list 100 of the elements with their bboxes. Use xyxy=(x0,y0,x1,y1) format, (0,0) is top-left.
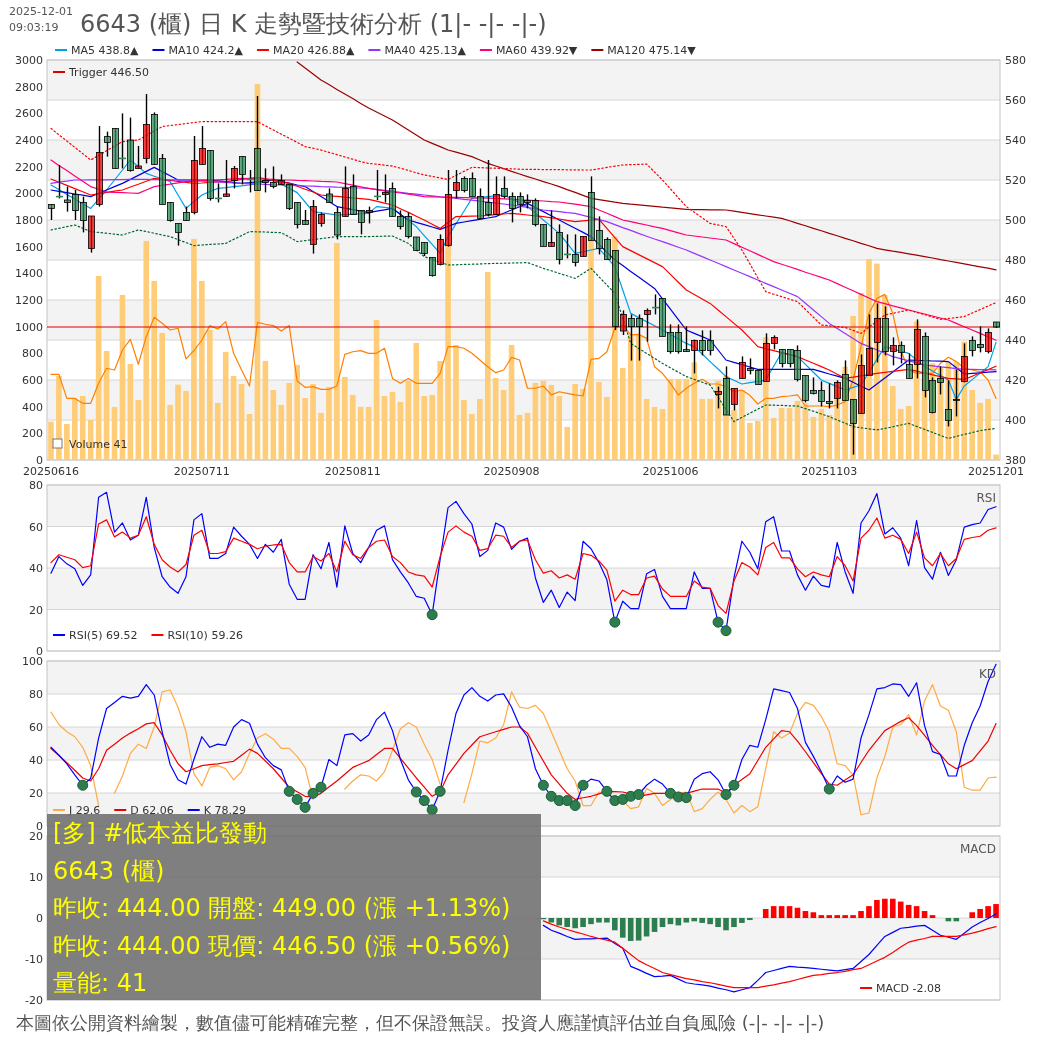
y-tick-label: 1200 xyxy=(15,294,43,307)
bar xyxy=(627,918,634,941)
bar xyxy=(834,915,840,918)
y-tick-label: 400 xyxy=(22,400,43,414)
bar xyxy=(889,386,896,460)
bar xyxy=(929,915,936,918)
y-tick-label: 600 xyxy=(22,374,43,387)
bar xyxy=(866,906,872,918)
bar xyxy=(889,898,896,918)
bar xyxy=(564,918,570,928)
point xyxy=(664,787,676,799)
bar xyxy=(48,421,54,460)
point xyxy=(77,779,89,791)
annotation: 昨收: 444.00 現價: 446.50 (漲 +0.56%) xyxy=(53,931,511,960)
y-tick-label: 0 xyxy=(36,645,43,658)
legend-label: MA40 425.13▲ xyxy=(384,44,467,57)
bar xyxy=(64,424,70,460)
point xyxy=(410,786,422,798)
text: 本圖依公開資料繪製，數值儘可能精確完整，但不保證無誤。投資人應謹慎評估並自負風險 (-|- -|- -|-) xyxy=(16,1012,825,1033)
bar xyxy=(731,410,737,460)
bar xyxy=(580,388,586,460)
bar xyxy=(461,400,467,460)
bar xyxy=(310,384,316,460)
y2-tick-label: 480 xyxy=(1005,254,1026,267)
bar xyxy=(802,911,809,918)
bar xyxy=(556,918,563,926)
bar xyxy=(826,915,833,918)
bar xyxy=(993,904,999,918)
bar xyxy=(770,906,777,918)
bar xyxy=(596,382,602,460)
point xyxy=(561,795,573,807)
y-tick-label: 40 xyxy=(29,562,43,575)
annotation: 昨收: 444.00 開盤: 449.00 (漲 +1.13%) xyxy=(53,894,511,922)
y2-tick-label: 580 xyxy=(1005,54,1026,67)
bar xyxy=(826,414,833,460)
point xyxy=(569,800,581,812)
x-tick-label: 20250711 xyxy=(173,465,230,478)
bar xyxy=(651,918,658,932)
bar xyxy=(707,398,713,460)
bar xyxy=(754,420,761,460)
bar xyxy=(699,398,705,460)
y-tick-label: 20 xyxy=(29,603,43,617)
text: RSI xyxy=(976,491,996,505)
bar xyxy=(207,330,213,460)
y-tick-label: 0 xyxy=(36,454,43,467)
point xyxy=(426,609,438,621)
bar xyxy=(175,384,181,460)
point xyxy=(577,779,589,791)
bar xyxy=(897,901,904,918)
y-tick-label: 0 xyxy=(36,912,43,925)
y-tick-label: 1400 xyxy=(15,267,43,281)
bar xyxy=(143,240,150,460)
bar xyxy=(302,398,308,460)
legend-label: RSI(10) 59.26 xyxy=(167,629,243,642)
y-tick-label: 2800 xyxy=(15,80,43,94)
bar xyxy=(469,414,475,460)
point xyxy=(434,785,446,797)
x-tick-label: 20251103 xyxy=(801,465,858,478)
bar xyxy=(596,918,602,923)
bar xyxy=(604,396,610,460)
bar xyxy=(564,426,570,460)
legend-label: J 29.6 xyxy=(68,804,101,817)
text: MACD xyxy=(960,842,996,856)
y-tick-label: 1000 xyxy=(15,320,43,334)
bar xyxy=(294,364,300,460)
legend-label: MA60 439.92▼ xyxy=(495,44,578,57)
y-tick-label: 800 xyxy=(22,347,43,361)
bar xyxy=(969,912,975,918)
bar xyxy=(619,368,626,460)
point xyxy=(545,790,557,802)
bar xyxy=(548,384,555,460)
y-tick-label: 20 xyxy=(29,830,43,843)
bar xyxy=(691,362,698,460)
y-tick-label: 1800 xyxy=(15,214,43,227)
y2-tick-label: 500 xyxy=(1005,214,1026,227)
line-series xyxy=(50,293,997,408)
y-tick-label: -10 xyxy=(25,953,43,966)
point xyxy=(418,795,430,807)
point xyxy=(291,793,303,805)
bar xyxy=(683,918,690,923)
bar xyxy=(747,918,753,921)
y-tick-label: 80 xyxy=(29,688,43,701)
point xyxy=(283,785,295,797)
bar xyxy=(882,898,888,918)
point xyxy=(720,788,732,800)
bar xyxy=(762,908,769,918)
candlestick xyxy=(644,307,651,343)
bar xyxy=(897,408,904,460)
y2-tick-label: 380 xyxy=(1005,454,1026,467)
bar xyxy=(707,918,713,925)
bar xyxy=(739,918,745,923)
y-tick-label: 2400 xyxy=(15,134,43,147)
bar xyxy=(159,332,165,460)
bar xyxy=(604,918,610,923)
bar xyxy=(326,386,332,460)
point xyxy=(728,779,740,791)
y-tick-label: 60 xyxy=(29,520,43,534)
y-tick-label: 80 xyxy=(29,479,43,492)
y2-tick-label: 540 xyxy=(1005,134,1026,147)
bar xyxy=(612,918,618,931)
